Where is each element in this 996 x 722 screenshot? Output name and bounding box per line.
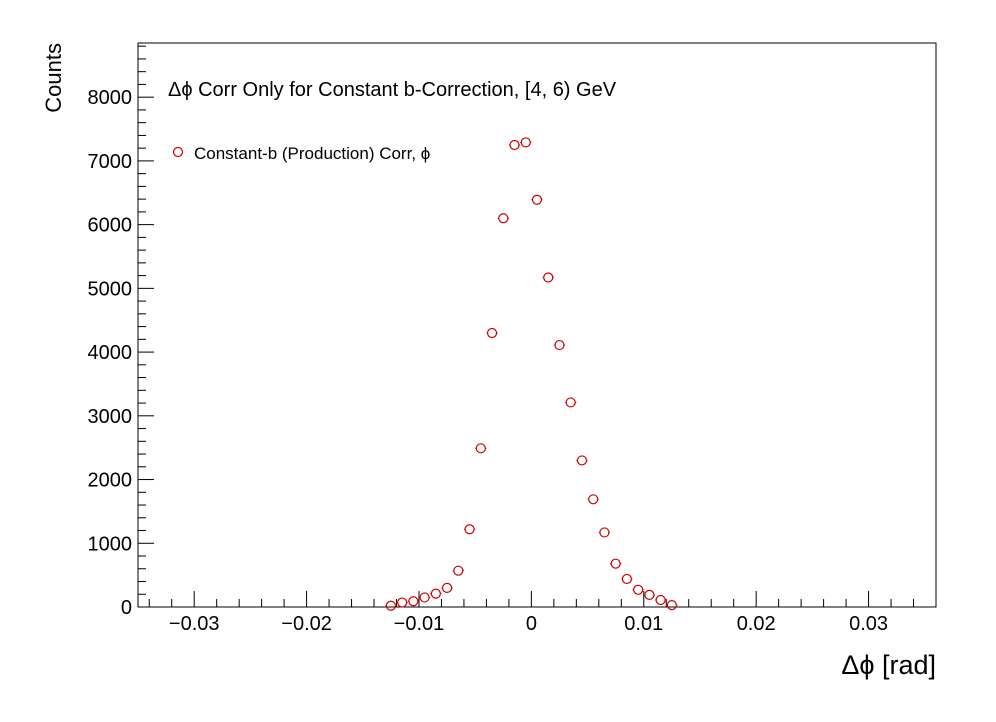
y-axis-ticks xyxy=(138,45,154,608)
data-point xyxy=(576,455,588,466)
legend-marker xyxy=(172,146,184,158)
data-point xyxy=(430,588,441,599)
data-point xyxy=(633,584,644,595)
x-axis-ticks xyxy=(148,591,937,607)
x-tick-label: −0.02 xyxy=(281,613,332,635)
y-tick-label: 8000 xyxy=(88,87,133,109)
x-tick-label: 0.01 xyxy=(624,613,663,635)
data-point xyxy=(509,139,520,151)
series-layer xyxy=(385,137,678,611)
y-tick-label: 6000 xyxy=(88,215,133,237)
data-point xyxy=(475,443,486,454)
y-tick-label: 0 xyxy=(121,597,132,619)
data-point xyxy=(408,596,419,607)
y-tick-label: 4000 xyxy=(88,342,133,364)
y-axis-tick-labels: 0 1000 2000 3000 4000 5000 6000 7000 8000 xyxy=(88,87,133,619)
data-point xyxy=(419,592,430,603)
data-point xyxy=(599,527,610,538)
y-axis-title: Counts xyxy=(41,43,66,113)
x-tick-label: 0.02 xyxy=(737,613,776,635)
data-point xyxy=(486,327,498,339)
data-point xyxy=(644,589,655,600)
data-point xyxy=(397,597,408,608)
data-point xyxy=(543,272,554,283)
data-point xyxy=(441,582,453,593)
data-point xyxy=(498,213,509,224)
data-point xyxy=(666,599,677,611)
x-tick-label: 0 xyxy=(526,613,537,635)
data-point xyxy=(453,565,464,576)
data-point xyxy=(655,594,666,606)
data-point xyxy=(621,573,633,585)
y-tick-label: 2000 xyxy=(88,470,133,492)
data-point xyxy=(565,397,576,408)
x-tick-label: −0.03 xyxy=(169,613,220,635)
data-point xyxy=(588,494,599,505)
y-tick-label: 3000 xyxy=(88,406,133,428)
y-tick-label: 7000 xyxy=(88,151,133,173)
data-point xyxy=(531,194,543,205)
data-series xyxy=(385,137,678,611)
y-tick-label: 1000 xyxy=(88,533,133,555)
x-tick-label: −0.01 xyxy=(394,613,445,635)
data-point xyxy=(610,558,621,569)
x-tick-label: 0.03 xyxy=(849,613,888,635)
data-point xyxy=(464,524,475,535)
data-point xyxy=(554,339,565,351)
legend-entry: Constant-b (Production) Corr, ϕ xyxy=(194,144,430,163)
data-point xyxy=(520,137,531,148)
y-tick-label: 5000 xyxy=(88,278,133,300)
x-axis-title: Δϕ [rad] xyxy=(841,650,936,680)
plot-frame xyxy=(137,42,937,608)
data-point xyxy=(385,600,396,611)
x-axis-tick-labels: −0.03 −0.02 −0.01 0 0.01 0.02 0.03 xyxy=(169,613,888,635)
chart-annotation: Δϕ Corr Only for Constant b-Correction, … xyxy=(168,79,617,101)
